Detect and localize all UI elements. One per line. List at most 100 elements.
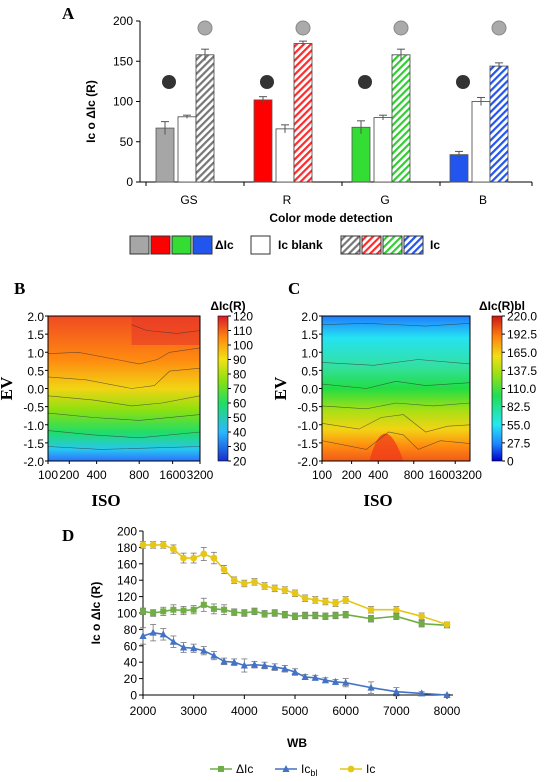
y-tick-label: 120 xyxy=(117,590,137,604)
data-point xyxy=(281,664,289,672)
dark-circle-icon xyxy=(260,75,274,89)
legend-swatch-dic xyxy=(192,235,213,255)
colorbar-tick-label: 90 xyxy=(233,353,247,367)
data-point xyxy=(332,599,339,607)
data-point xyxy=(179,643,188,651)
x-tick-label: 400 xyxy=(368,468,388,482)
y-axis-label: EV xyxy=(271,376,290,400)
colorbar xyxy=(217,315,229,462)
data-point xyxy=(311,673,319,681)
data-point xyxy=(160,608,167,615)
y-tick-label: 100 xyxy=(113,95,133,109)
data-point xyxy=(251,578,258,586)
contour-line xyxy=(321,402,471,410)
x-tick-label: 200 xyxy=(59,468,79,482)
colorbar-tick-label: 0 xyxy=(507,455,514,469)
colorbar-tick-label: 50 xyxy=(233,411,247,425)
data-point xyxy=(200,550,208,558)
data-point xyxy=(291,668,299,676)
colorbar-title: ΔIc(R)bl xyxy=(479,299,525,313)
colorbar-tick-label: 110.0 xyxy=(507,382,536,396)
contour-line xyxy=(47,412,201,421)
x-tick-label: 3000 xyxy=(180,704,207,718)
x-tick-label: 2000 xyxy=(130,704,157,718)
y-tick-label: 200 xyxy=(113,14,133,28)
data-point xyxy=(149,541,157,549)
legend-label-blank: Ic blank xyxy=(278,238,323,252)
colorbar-title: ΔIc(R) xyxy=(210,299,245,313)
data-point xyxy=(200,601,207,608)
data-point xyxy=(150,610,157,616)
legend-label-dic: ΔIc xyxy=(215,238,234,252)
data-point xyxy=(261,582,268,590)
contour-line xyxy=(47,395,201,407)
contour-line xyxy=(47,347,201,365)
data-point xyxy=(190,644,198,652)
data-point xyxy=(418,620,425,627)
y-tick-label: 2.0 xyxy=(301,310,318,324)
legend-label-dic: ΔIc xyxy=(236,762,253,776)
colorbar-tick-label: 120 xyxy=(233,310,253,324)
y-axis-label: EV xyxy=(0,376,16,400)
y-tick-label: 1.5 xyxy=(301,328,318,342)
legend-label-icbl: Icbl xyxy=(301,762,317,778)
data-point xyxy=(140,608,146,615)
y-tick-label: 20 xyxy=(124,672,138,686)
colorbar-tick-label: 40 xyxy=(233,426,247,440)
contour-line xyxy=(47,367,201,389)
data-point xyxy=(281,586,289,594)
data-point xyxy=(180,607,187,614)
colorbar-tick-label: 20 xyxy=(233,455,247,469)
bar-r-0 xyxy=(253,99,273,183)
x-tick-label: 8000 xyxy=(434,704,461,718)
y-tick-label: -1.0 xyxy=(297,419,318,433)
x-tick-label: 400 xyxy=(87,468,107,482)
data-point xyxy=(139,541,147,549)
colorbar-tick-label: 220.0 xyxy=(507,310,537,324)
contour-line xyxy=(321,414,471,433)
contour-line xyxy=(321,380,471,389)
y-tick-label: -2.0 xyxy=(297,455,318,469)
x-tick-label: 3200 xyxy=(187,468,214,482)
x-tick-label-b: B xyxy=(479,193,487,207)
data-point xyxy=(190,554,198,562)
y-tick-label: -0.5 xyxy=(297,401,318,415)
series-2 xyxy=(139,541,451,628)
data-point xyxy=(312,612,319,619)
data-point xyxy=(322,598,329,605)
legend-marker xyxy=(282,765,290,772)
y-tick-label: 150 xyxy=(113,54,133,68)
legend-swatch-ic xyxy=(382,235,403,255)
data-point xyxy=(159,630,167,638)
x-axis-label: ISO xyxy=(91,491,120,510)
x-tick-label: 100 xyxy=(38,468,58,482)
y-tick-label: 180 xyxy=(117,541,137,555)
dark-circle-icon xyxy=(358,75,372,89)
contour-line xyxy=(321,359,471,366)
data-point xyxy=(139,631,147,639)
colorbar-tick-label: 192.5 xyxy=(507,328,537,342)
legend-swatch-ic xyxy=(361,235,382,255)
y-tick-label: 40 xyxy=(124,656,138,670)
y-tick-label: 200 xyxy=(117,525,137,539)
bar-b-2 xyxy=(489,65,509,183)
legend-label-icbl-main: Ic xyxy=(301,762,310,776)
heatmap-surface xyxy=(322,316,470,461)
colorbar-tick-label: 30 xyxy=(233,440,247,454)
data-point xyxy=(170,545,177,553)
data-point xyxy=(271,663,279,671)
y-tick-label: -1.5 xyxy=(297,437,318,451)
legend-marker xyxy=(347,765,355,773)
heatmap-high-region xyxy=(131,316,200,345)
gray-circle-icon xyxy=(197,20,213,36)
legend: ΔIc Ic blank Ic xyxy=(129,235,440,255)
legend-swatch-blank xyxy=(250,235,271,255)
data-point xyxy=(159,541,167,549)
data-point xyxy=(210,605,217,612)
y-tick-label: 0.5 xyxy=(27,364,44,378)
data-point xyxy=(392,606,400,614)
data-point xyxy=(261,661,269,669)
data-point xyxy=(230,576,238,584)
data-point xyxy=(221,606,228,613)
